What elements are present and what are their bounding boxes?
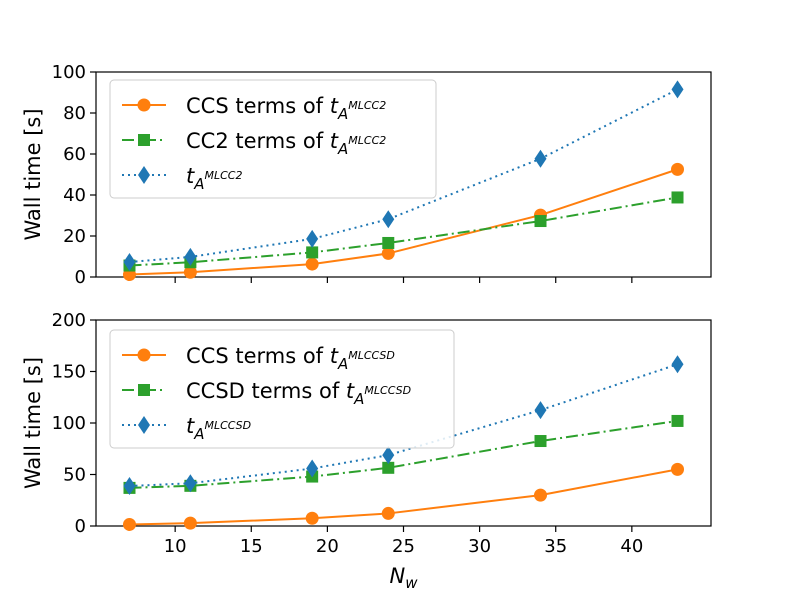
y-tick-label: 50 [63, 465, 86, 486]
data-point [381, 246, 395, 260]
legend-label: tAMLCCSD [186, 414, 251, 443]
x-tick-label: 20 [316, 536, 339, 557]
data-point [305, 511, 319, 525]
x-tick-label: 25 [392, 536, 415, 557]
series-line [129, 168, 678, 276]
data-point [382, 461, 395, 474]
y-tick-label: 200 [52, 310, 86, 331]
data-point [671, 191, 684, 204]
data-point [534, 435, 547, 448]
data-point [123, 253, 136, 272]
data-point [123, 477, 136, 496]
y-tick-label: 40 [63, 185, 86, 206]
x-tick-label: 35 [544, 536, 567, 557]
y-tick-label: 150 [52, 362, 86, 383]
y-tick-label: 20 [63, 226, 86, 247]
data-point [671, 80, 684, 99]
data-point [671, 462, 685, 476]
legend-label: CC2 terms of tAMLCC2 [186, 129, 386, 158]
legend-frame [109, 79, 437, 199]
series-line [129, 363, 678, 488]
data-point [183, 516, 197, 530]
series-line [129, 468, 678, 526]
series-0 [122, 462, 685, 531]
legend-label: CCSD terms of tAMLCCSD [186, 379, 411, 408]
data-point [382, 236, 395, 249]
data-point [184, 247, 197, 266]
legend-label: tAMLCC2 [186, 164, 242, 193]
data-point [305, 257, 319, 271]
legend: CCS terms of tAMLCCSD CCSD terms of tAMLC… [109, 329, 455, 449]
y-tick-label: 60 [63, 144, 86, 165]
y-axis-label: Wall time [s] [21, 357, 45, 489]
data-point [306, 246, 319, 259]
series-1 [123, 414, 684, 494]
x-tick-label: 30 [468, 536, 491, 557]
series-line [129, 196, 678, 267]
data-point [122, 517, 136, 531]
x-tick-label: 10 [164, 536, 187, 557]
legend-label: CCS terms of tAMLCCSD [186, 344, 395, 373]
data-point [534, 149, 547, 168]
data-point [534, 488, 548, 502]
series-line [129, 419, 678, 489]
y-tick-label: 0 [75, 516, 86, 537]
data-point [382, 446, 395, 465]
series-0 [122, 162, 685, 282]
series-2 [123, 355, 684, 496]
legend-marker [137, 348, 151, 362]
y-axis-label: Wall time [s] [21, 108, 45, 240]
legend-marker [138, 134, 150, 146]
data-point [184, 474, 197, 493]
data-point [671, 162, 685, 176]
top-panel: 0 20 40 60 80 100 Wall time [s] CCS terms of tA… [21, 62, 712, 288]
data-point [306, 229, 319, 248]
y-tick-label: 80 [63, 103, 86, 124]
legend-marker [137, 98, 151, 112]
data-point [381, 506, 395, 520]
data-point [534, 401, 547, 420]
x-tick-label: 15 [240, 536, 263, 557]
legend-marker [138, 384, 150, 396]
y-tick-label: 100 [52, 413, 86, 434]
data-point [306, 459, 319, 478]
data-point [534, 215, 547, 228]
series-line [129, 88, 678, 264]
data-point [671, 355, 684, 374]
data-point [382, 210, 395, 229]
legend-label: CCS terms of tAMLCC2 [186, 94, 386, 123]
legend-frame [109, 329, 455, 449]
y-tick-label: 100 [52, 62, 86, 83]
y-tick-label: 0 [75, 267, 86, 288]
legend: CCS terms of tAMLCC2 CC2 terms of tAMLCC2… [109, 79, 437, 199]
series-1 [123, 191, 684, 272]
series-2 [123, 80, 684, 272]
x-tick-label: 40 [620, 536, 643, 557]
legend-marker [138, 416, 150, 434]
legend-marker [138, 166, 150, 184]
data-point [183, 265, 197, 279]
bottom-panel: 0 50 100 150 200 10 15 20 25 30 35 40 Wall time [s] N… [21, 310, 712, 592]
x-axis-label: Nw [390, 564, 419, 592]
data-point [671, 414, 684, 427]
